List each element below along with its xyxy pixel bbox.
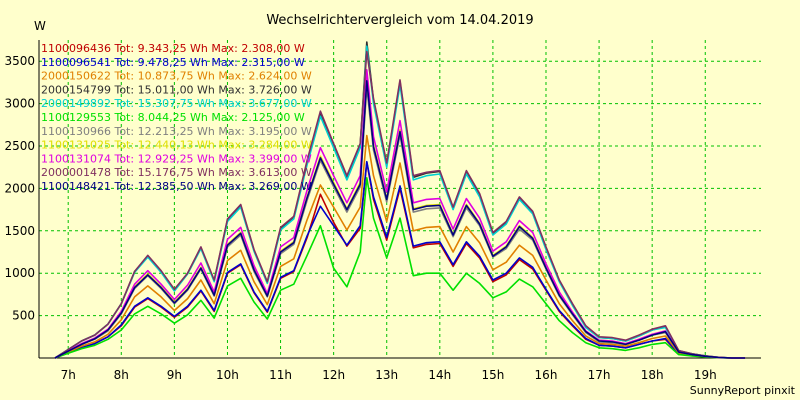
grid [39,40,761,358]
x-tick-label-7: 14h [428,368,451,382]
x-tick-label-5: 12h [322,368,345,382]
y-tick-label-0: 500 [12,309,35,323]
y-tick-label-5: 3000 [4,97,35,111]
x-tick-label-8: 15h [481,368,504,382]
legend-entry-2: 2000150622 Tot: 10.873,75 Wh Max: 2.624,… [41,70,312,83]
legend-entry-1: 1100096541 Tot: 9.478,25 Wh Max: 2.315,0… [41,56,305,69]
x-tick-label-10: 17h [588,368,611,382]
legend-entry-0: 1100096436 Tot: 9.343,25 Wh Max: 2.308,0… [41,42,305,55]
x-tick-label-2: 9h [167,368,182,382]
x-tick-label-11: 18h [641,368,664,382]
y-tick-label-4: 2500 [4,139,35,153]
x-tick-label-3: 10h [216,368,239,382]
legend-entry-3: 2000154799 Tot: 15.011,00 Wh Max: 3.726,… [41,83,312,96]
chart-title: Wechselrichtervergleich vom 14.04.2019 [266,13,533,28]
series-line-9 [54,50,746,359]
series-line-5 [54,177,746,359]
legend-entry-10: 1100148421 Tot: 12.385,50 Wh Max: 3.269,… [41,180,312,193]
x-tick-label-9: 16h [535,368,558,382]
y-tick-label-3: 2000 [4,181,35,195]
axes [38,40,761,359]
x-tick-label-12: 19h [694,368,717,382]
legend-entry-5: 1100129553 Tot: 8.044,25 Wh Max: 2.125,0… [41,111,305,124]
legend-entry-4: 2000149892 Tot: 15.307,75 Wh Max: 3.677,… [41,97,312,110]
y-tick-label-6: 3500 [4,54,35,68]
y-axis-label: W [34,19,46,33]
x-tick-label-1: 8h [114,368,129,382]
legend-entry-7: 1100131025 Tot: 12.440,13 Wh Max: 3.284,… [41,139,312,152]
legend-entry-6: 1100130966 Tot: 12.213,25 Wh Max: 3.195,… [41,125,312,138]
y-tick-labels: 500 1000 1500 2000 2500 3000 3500 [4,54,35,322]
x-tick-label-0: 7h [61,368,76,382]
x-tick-label-6: 13h [375,368,398,382]
footer-credit: SunnyReport pinxit [690,384,796,397]
series-line-2 [54,134,746,359]
legend-entry-8: 1100131074 Tot: 12.929,25 Wh Max: 3.399,… [41,152,312,165]
series-line-10 [54,80,746,359]
y-tick-label-1: 1000 [4,266,35,280]
y-tick-label-2: 1500 [4,224,35,238]
legend: 1100096436 Tot: 9.343,25 Wh Max: 2.308,0… [41,42,312,193]
x-tick-labels: 7h 8h 9h 10h 11h 12h 13h 14h 15h 16h 17h 18h 19h [61,368,717,382]
x-tick-label-4: 11h [269,368,292,382]
legend-entry-9: 2000001478 Tot: 15.176,75 Wh Max: 3.613,… [41,166,312,179]
series-line-1 [54,160,746,359]
series-lines [54,41,746,359]
